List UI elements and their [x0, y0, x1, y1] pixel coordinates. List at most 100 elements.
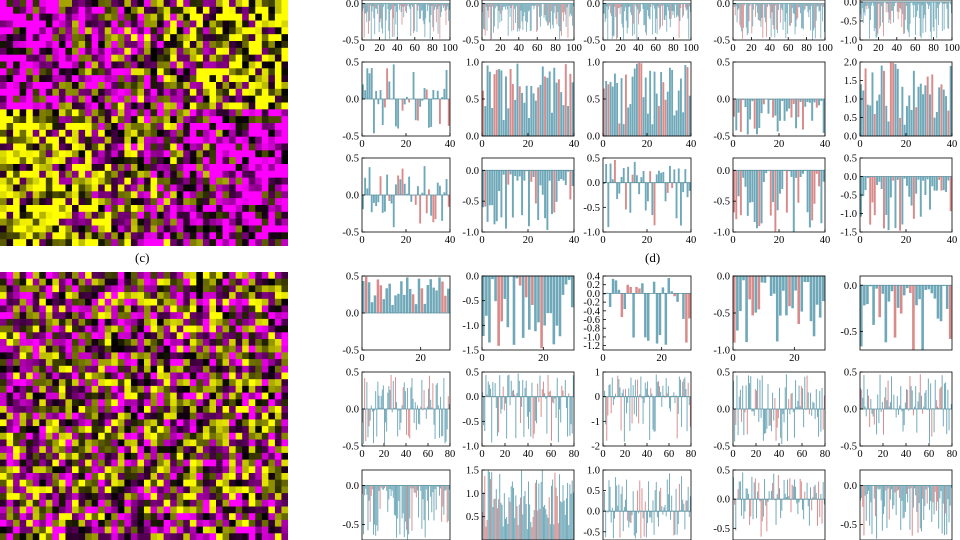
heatmap-cell: [235, 392, 243, 400]
bar: [651, 393, 653, 397]
heatmap-cell: [189, 109, 197, 117]
heatmap-cell: [281, 68, 288, 76]
heatmap-cell: [78, 136, 86, 144]
heatmap-cell: [281, 88, 288, 97]
heatmap-cell: [150, 399, 158, 407]
bar: [445, 409, 447, 442]
heatmap-cell: [98, 278, 106, 286]
heatmap-cell: [229, 143, 237, 151]
heatmap-cell: [196, 123, 204, 131]
bar: [505, 76, 507, 136]
heatmap-cell: [209, 164, 217, 172]
heatmap-cell: [176, 205, 184, 213]
heatmap-cell: [202, 459, 210, 467]
heatmap-cell: [196, 379, 204, 387]
heatmap-cell: [176, 150, 184, 158]
bar: [633, 3, 635, 35]
y-tick-label: -1.0: [462, 442, 479, 453]
y-tick-label: -0.5: [462, 36, 479, 47]
heatmap-cell: [216, 41, 223, 49]
bar: [611, 377, 613, 397]
heatmap-cell: [98, 298, 106, 306]
heatmap-cell: [85, 184, 93, 192]
bar: [418, 409, 420, 424]
heatmap-cell: [130, 372, 138, 380]
heatmap-cell: [255, 239, 263, 246]
heatmap-cell: [98, 459, 106, 467]
heatmap-cell: [72, 392, 79, 400]
heatmap-cell: [117, 109, 125, 117]
heatmap-cell: [85, 239, 93, 246]
heatmap-cell: [58, 292, 66, 300]
heatmap-cell: [216, 365, 223, 373]
bar: [649, 396, 651, 440]
bar: [492, 382, 494, 397]
heatmap-cell: [261, 177, 269, 185]
heatmap-cell: [52, 41, 60, 49]
bar: [546, 170, 549, 230]
heatmap-cell: [255, 218, 263, 226]
heatmap-cell: [150, 365, 158, 373]
heatmap-cell: [45, 177, 53, 185]
y-tick-label: 0.5: [844, 154, 857, 165]
heatmap-cell: [0, 359, 7, 367]
bar: [688, 293, 691, 319]
bar: [642, 3, 644, 9]
bar-subplot-d-1-3: 0.50.0-0.50 20 40: [713, 58, 830, 151]
heatmap-cell: [137, 285, 145, 293]
heatmap-cell: [91, 75, 99, 83]
heatmap-cell: [39, 116, 47, 124]
bar: [548, 391, 550, 397]
heatmap-cell: [163, 232, 171, 240]
heatmap-cell: [91, 61, 99, 69]
heatmap-cell: [176, 54, 184, 62]
bar: [687, 3, 689, 19]
heatmap-cell: [13, 352, 21, 360]
x-tick-label: 20: [374, 43, 385, 54]
bar: [924, 285, 928, 290]
bar: [908, 176, 911, 197]
heatmap-cell: [255, 359, 263, 367]
heatmap-cell: [261, 218, 269, 226]
heatmap-cell: [196, 278, 204, 286]
heatmap-cell: [52, 198, 60, 206]
bar: [618, 3, 620, 9]
bar: [791, 3, 793, 8]
heatmap-cell: [0, 285, 7, 293]
heatmap-cell: [176, 123, 184, 131]
heatmap-cell: [58, 392, 66, 400]
bar: [672, 3, 674, 16]
bar: [617, 375, 619, 397]
heatmap-cell: [26, 285, 34, 293]
heatmap-cell: [32, 292, 40, 300]
heatmap-cell: [130, 392, 138, 400]
heatmap-cell: [242, 205, 250, 213]
bar: [441, 3, 442, 12]
heatmap-cell: [85, 292, 93, 300]
heatmap-cell: [91, 466, 99, 474]
heatmap-cell: [104, 211, 112, 220]
heatmap-cell: [202, 184, 210, 192]
heatmap-cell: [85, 272, 93, 280]
heatmap-cell: [229, 68, 237, 76]
heatmap-cell: [150, 136, 158, 144]
heatmap-cell: [98, 412, 106, 420]
bar: [522, 3, 524, 30]
heatmap-cell: [170, 27, 178, 35]
bar: [680, 78, 682, 136]
heatmap-cell: [222, 116, 230, 124]
heatmap-cell: [65, 406, 73, 414]
heatmap-cell: [6, 88, 14, 97]
bar: [668, 3, 669, 11]
heatmap-cell: [222, 27, 230, 35]
heatmap-cell: [98, 318, 106, 326]
bar: [564, 3, 566, 15]
bar: [646, 3, 647, 36]
heatmap-cell: [202, 6, 210, 15]
heatmap-cell: [157, 325, 165, 333]
heatmap-cell: [157, 272, 165, 280]
heatmap-cell: [157, 88, 165, 97]
heatmap-cell: [255, 379, 263, 387]
heatmap-cell: [65, 0, 73, 8]
heatmap-cell: [98, 325, 106, 333]
